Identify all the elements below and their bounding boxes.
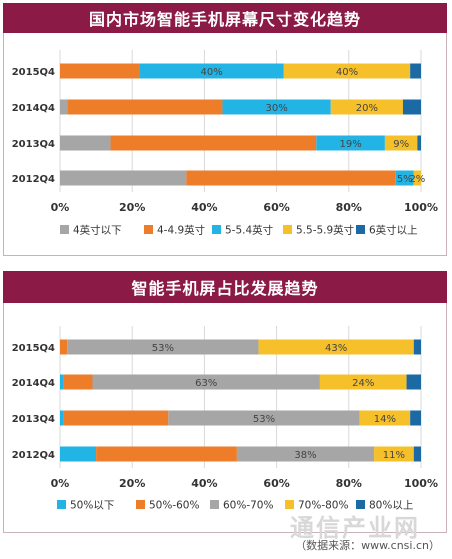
data-label: 43% — [325, 343, 347, 354]
x-tick-label: 0% — [51, 477, 70, 490]
x-tick-label: 40% — [191, 477, 217, 490]
x-tick-label: 20% — [119, 477, 145, 490]
legend-label: 50%-60% — [149, 500, 199, 512]
bar-segment — [414, 447, 421, 462]
x-tick-label: 60% — [263, 477, 289, 490]
bar-segment — [410, 411, 421, 426]
category-label: 2012Q4 — [12, 450, 55, 461]
bar-segment — [60, 375, 64, 390]
data-label: 24% — [352, 378, 374, 389]
bar-segment — [96, 447, 237, 462]
data-label: 63% — [195, 378, 217, 389]
data-label: 53% — [253, 414, 275, 425]
x-tick-label: 100% — [404, 477, 438, 490]
legend-swatch — [136, 500, 145, 509]
bar-segment — [407, 375, 421, 390]
bar-segment — [414, 340, 421, 355]
bar-segment — [64, 411, 169, 426]
chart-2-plot: 0% 20% 40% 60% 80% 100% 2015Q4 53% 43% 2014Q4 63% 2… — [0, 0, 452, 535]
x-tick-label: 80% — [336, 477, 362, 490]
category-label: 2014Q4 — [12, 378, 55, 389]
category-label: 2015Q4 — [12, 343, 55, 354]
legend-swatch — [210, 500, 219, 509]
bar-segment — [60, 411, 64, 426]
category-label: 2013Q4 — [12, 414, 55, 425]
data-label: 14% — [374, 414, 396, 425]
legend-label: 50%以下 — [70, 500, 114, 512]
bar-segment — [64, 375, 93, 390]
data-label: 38% — [294, 450, 316, 461]
legend-label: 60%-70% — [223, 500, 273, 512]
bar-segment — [60, 447, 96, 462]
data-label: 53% — [152, 343, 174, 354]
legend-swatch — [57, 500, 66, 509]
source-footnote: （数据来源：www.cnsi.cn） — [295, 537, 440, 553]
bar-segment — [60, 340, 67, 355]
data-label: 11% — [383, 450, 405, 461]
